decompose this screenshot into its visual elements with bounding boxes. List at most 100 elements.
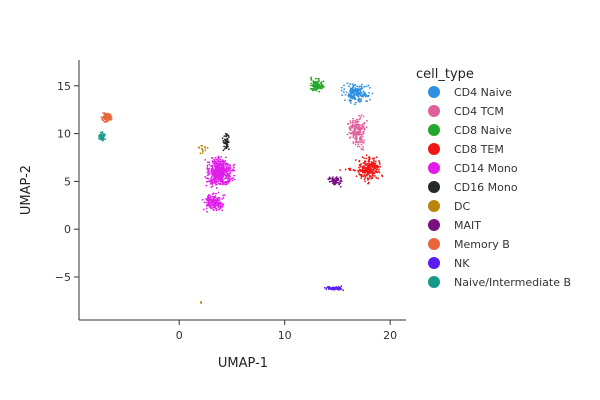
point-cd14-mono: [210, 165, 212, 168]
point-mait: [339, 185, 342, 188]
point-cd4-naive: [355, 90, 358, 93]
point-cd4-naive: [362, 90, 365, 93]
point-cd14-mono: [212, 200, 214, 203]
point-cd8-tem: [373, 175, 376, 177]
point-cd8-tem: [375, 156, 378, 159]
point-cd4-tcm: [356, 120, 359, 123]
point-cd4-naive: [357, 99, 360, 101]
point-naive-intermediate-b: [98, 137, 100, 139]
point-cd16-mono: [225, 141, 228, 143]
point-cd4-naive: [371, 92, 374, 95]
point-cd14-mono: [226, 170, 229, 173]
point-cd14-mono: [232, 177, 234, 179]
point-cd14-mono: [219, 180, 222, 183]
point-cd8-tem: [373, 161, 375, 164]
point-cd14-mono: [210, 200, 213, 203]
point-cd4-naive: [348, 94, 350, 97]
point-cd4-naive: [358, 93, 361, 96]
point-cd14-mono: [216, 169, 219, 172]
point-cd4-tcm: [355, 121, 357, 123]
point-cd4-tcm: [352, 136, 355, 139]
point-cd8-tem: [376, 168, 379, 170]
point-nk: [333, 287, 336, 289]
point-cd4-naive: [343, 84, 345, 87]
point-cd4-tcm: [362, 115, 365, 118]
point-cd8-naive: [312, 80, 315, 83]
point-cd14-mono: [208, 163, 211, 166]
point-cd8-tem: [372, 174, 374, 177]
point-cd8-naive: [317, 83, 320, 86]
point-cd8-naive: [314, 84, 316, 86]
point-cd8-tem: [364, 164, 367, 166]
point-cd4-tcm: [354, 132, 357, 135]
point-cd8-tem: [369, 169, 372, 172]
point-cd4-tcm: [359, 141, 362, 144]
point-cd4-naive: [353, 93, 356, 96]
point-cd4-naive: [359, 85, 361, 87]
point-cd14-mono: [226, 178, 229, 181]
point-cd4-tcm: [360, 133, 363, 136]
point-cd4-naive: [368, 86, 371, 89]
point-memory-b: [104, 117, 107, 120]
point-cd4-tcm: [359, 126, 362, 129]
point-cd14-mono: [208, 180, 211, 183]
point-cd4-tcm: [358, 118, 361, 121]
point-cd8-naive: [318, 86, 321, 88]
point-cd14-mono: [218, 205, 220, 208]
point-cd16-mono: [223, 138, 226, 141]
point-cd14-mono: [210, 207, 213, 210]
point-cd16-mono: [223, 145, 225, 148]
point-cd4-tcm: [360, 125, 363, 128]
point-cd16-mono: [227, 134, 230, 137]
point-cd4-naive: [340, 86, 343, 89]
point-cd14-mono: [215, 183, 217, 186]
x-ticks: 0 10 20: [176, 320, 397, 342]
point-memory-b: [103, 120, 106, 123]
point-cd14-mono: [223, 172, 226, 175]
point-memory-b: [110, 115, 113, 118]
point-dc: [204, 147, 207, 149]
point-cd8-naive: [312, 88, 315, 91]
point-cd4-tcm: [349, 120, 352, 123]
point-cd4-naive: [364, 95, 367, 98]
point-cd14-mono: [233, 178, 236, 181]
point-cd4-naive: [360, 87, 363, 90]
point-cd14-mono: [221, 176, 224, 179]
point-cd4-naive: [354, 83, 357, 86]
point-cd8-naive: [322, 86, 325, 88]
legend-label: Memory B: [454, 238, 510, 251]
point-cd4-tcm: [347, 122, 349, 125]
point-cd14-mono: [213, 204, 216, 207]
point-cd14-mono: [232, 164, 235, 167]
point-cd8-tem: [368, 156, 371, 158]
point-cd14-mono: [221, 209, 224, 212]
point-cd4-tcm: [359, 116, 362, 119]
point-cd14-mono: [206, 166, 209, 168]
point-cd14-mono: [210, 199, 213, 202]
legend-marker: [428, 124, 440, 136]
point-cd8-tem: [361, 168, 364, 171]
point-cd14-mono: [212, 178, 214, 181]
point-cd8-tem: [362, 169, 365, 172]
point-cd8-tem: [354, 159, 357, 161]
point-cd4-naive: [361, 83, 363, 86]
legend-marker: [428, 181, 440, 193]
point-cd14-mono: [218, 201, 221, 204]
point-cd8-tem: [363, 165, 365, 168]
point-cd14-mono: [219, 205, 222, 208]
point-naive-intermediate-b: [98, 134, 101, 136]
point-cd4-naive: [349, 102, 352, 104]
point-cd8-tem: [363, 169, 366, 172]
point-cd14-mono: [227, 170, 230, 173]
point-cd8-tem: [358, 159, 361, 162]
point-cd8-tem: [372, 169, 375, 172]
point-cd8-tem: [357, 171, 360, 174]
point-cd4-tcm: [362, 126, 364, 129]
point-cd14-mono: [232, 166, 235, 169]
point-cd4-naive: [352, 85, 355, 88]
point-cd8-naive: [322, 80, 325, 83]
point-cd4-tcm: [355, 118, 358, 121]
point-cd8-tem: [375, 176, 378, 179]
point-cd14-mono: [214, 182, 217, 184]
